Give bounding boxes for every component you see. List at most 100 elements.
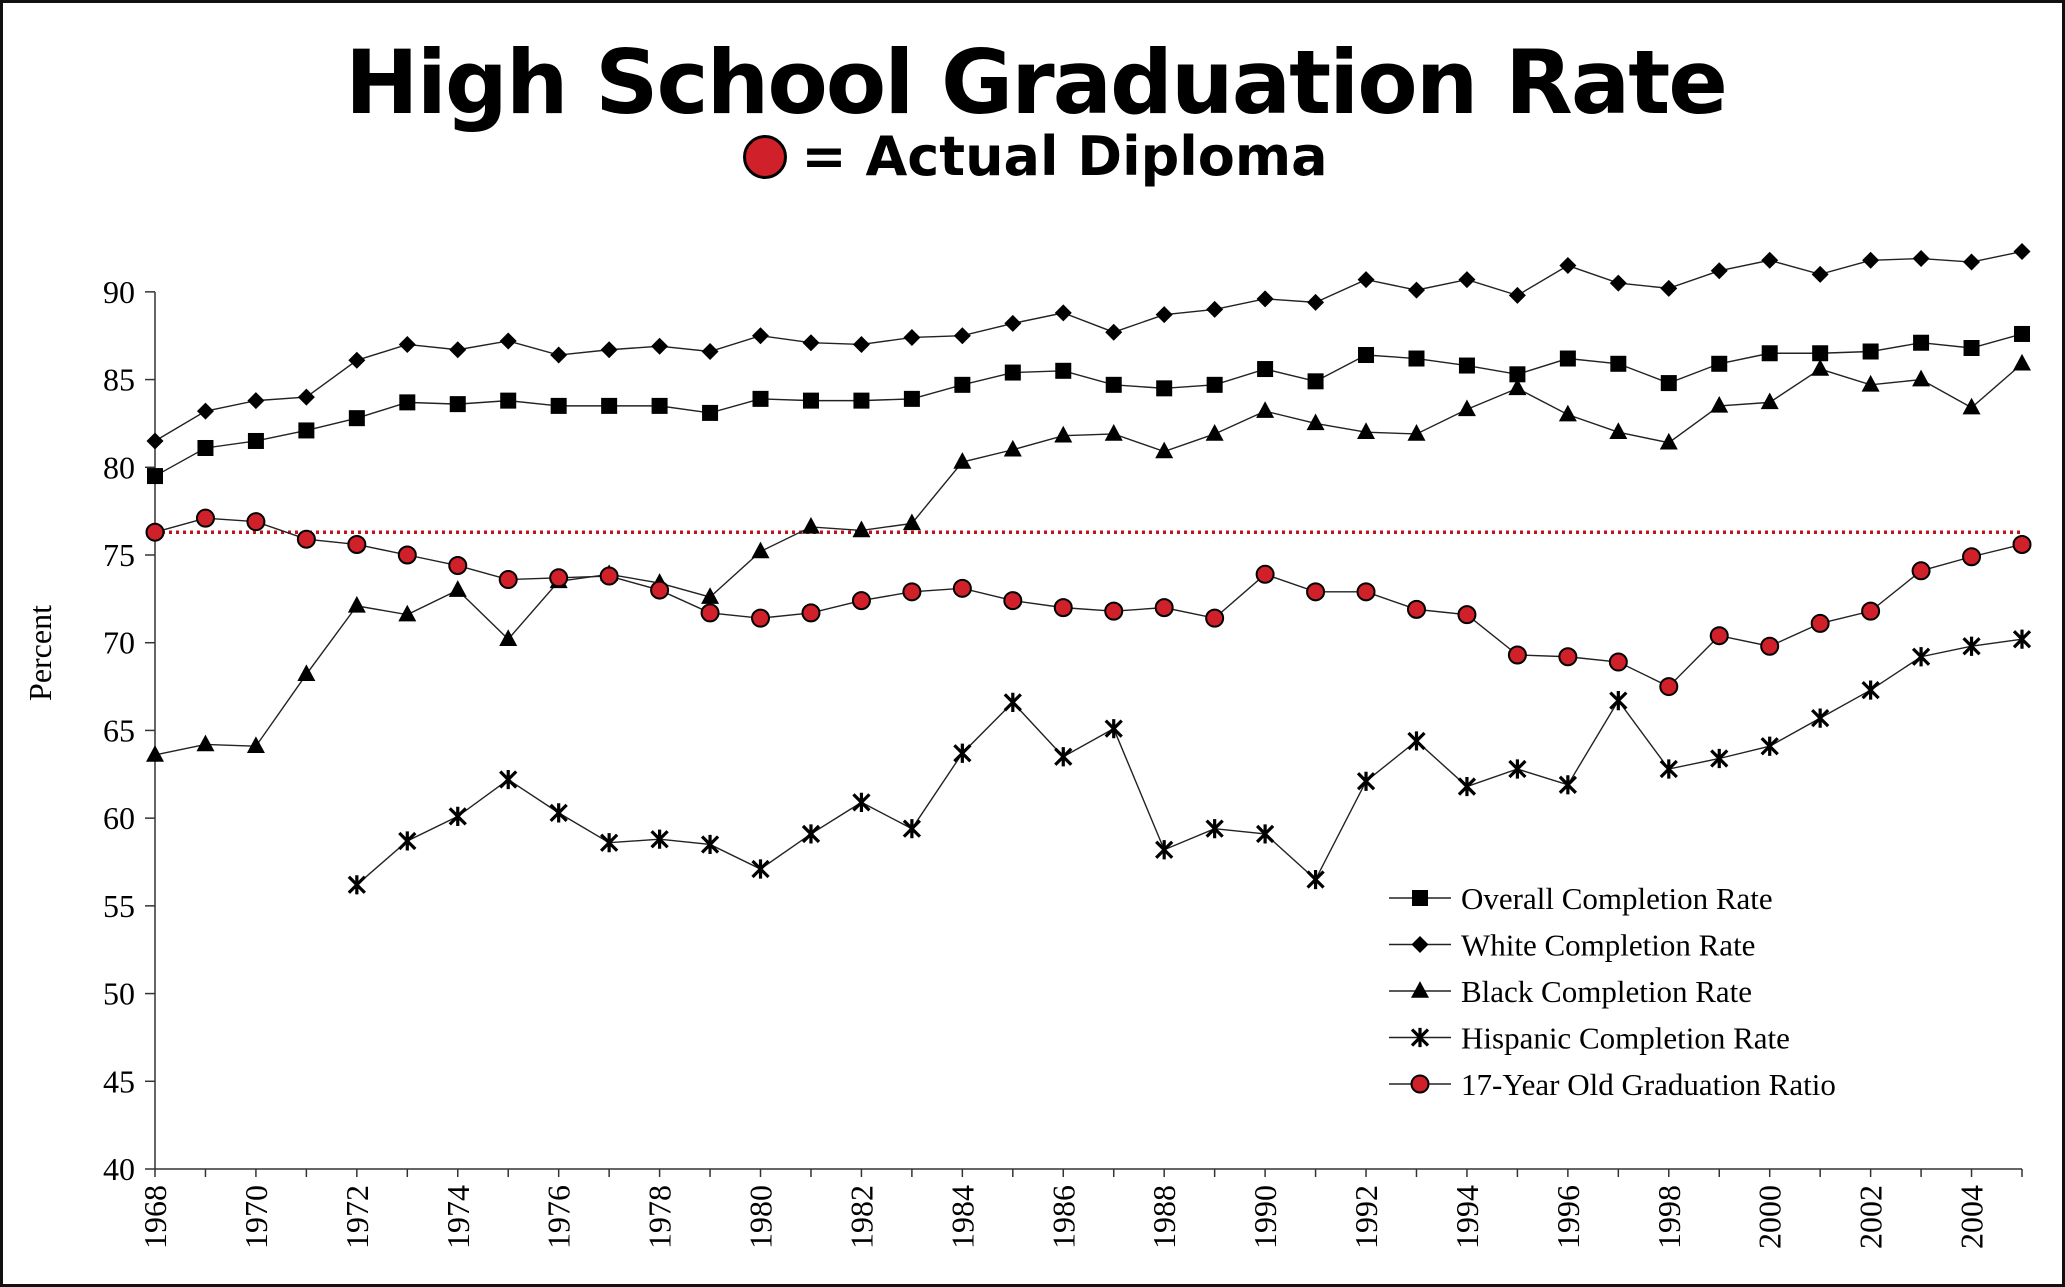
- diamond-marker: [651, 337, 669, 355]
- star-marker: [700, 834, 720, 855]
- square-marker: [1458, 357, 1475, 374]
- square-marker: [1105, 376, 1122, 393]
- square-marker: [752, 390, 769, 407]
- triangle-marker: [2013, 353, 2031, 371]
- circle-marker: [1659, 677, 1679, 697]
- diamond-marker: [1811, 265, 1829, 283]
- triangle-marker: [1003, 439, 1022, 457]
- square-marker: [1358, 347, 1375, 364]
- x-tick-label: 1998: [1651, 1185, 1687, 1249]
- triangle-marker: [801, 517, 820, 534]
- square-marker: [1055, 362, 1072, 379]
- diamond-marker: [1105, 323, 1123, 341]
- star-marker: [549, 803, 568, 823]
- triangle-marker: [701, 587, 720, 604]
- star-marker: [953, 743, 972, 763]
- x-tick-label: 1968: [137, 1185, 173, 1249]
- series-hispanic: [347, 629, 2032, 895]
- x-tick-label: 1982: [843, 1185, 879, 1249]
- circle-marker: [549, 568, 569, 588]
- chart-title: High School Graduation Rate: [345, 31, 1728, 134]
- circle-marker: [347, 534, 367, 554]
- square-marker: [601, 397, 618, 414]
- star-marker: [1255, 824, 1275, 844]
- triangle-marker: [953, 452, 972, 469]
- triangle-marker: [1357, 422, 1376, 439]
- star-marker: [852, 792, 871, 812]
- diamond-marker: [247, 392, 265, 410]
- y-tick-label: 90: [103, 274, 135, 310]
- series-group: [145, 243, 2032, 895]
- x-tick-label: 1974: [440, 1185, 476, 1249]
- star-marker: [448, 806, 467, 826]
- triangle-marker: [1962, 397, 1981, 415]
- circle-marker: [1053, 598, 1073, 618]
- star-marker: [1205, 819, 1224, 839]
- triangle-marker: [852, 520, 871, 538]
- diamond-marker: [1912, 250, 1930, 268]
- diamond-marker: [1054, 304, 1072, 322]
- x-tick-label: 1972: [339, 1185, 375, 1249]
- circle-marker: [1356, 582, 1376, 602]
- square-marker: [1004, 364, 1021, 381]
- triangle-marker: [1205, 424, 1224, 441]
- diamond-marker: [1307, 293, 1325, 311]
- circle-marker: [801, 603, 821, 623]
- chart-subtitle: = Actual Diploma: [3, 125, 2065, 188]
- diamond-marker: [1609, 274, 1627, 292]
- legend-item: Overall Completion Rate: [1389, 881, 1773, 916]
- circle-marker: [296, 529, 316, 549]
- diamond-marker: [1206, 300, 1224, 318]
- circle-marker: [1608, 652, 1628, 672]
- diamond-marker: [1559, 257, 1577, 275]
- x-tick-label: 1996: [1550, 1185, 1586, 1249]
- circle-marker: [902, 582, 922, 602]
- star-marker: [1659, 759, 1678, 779]
- diamond-marker: [953, 327, 971, 345]
- x-tick-label: 1988: [1146, 1185, 1182, 1249]
- triangle-marker: [1104, 424, 1123, 441]
- x-tick-label: 1984: [944, 1185, 980, 1249]
- y-axis-label: Percent: [22, 605, 58, 701]
- series-overall: [147, 325, 2030, 485]
- triangle-marker: [1054, 425, 1073, 443]
- triangle-marker: [1457, 399, 1476, 417]
- diamond-marker: [1411, 936, 1429, 953]
- triangle-marker: [347, 595, 366, 613]
- diamond-marker: [449, 341, 467, 359]
- circle-marker: [145, 522, 165, 542]
- diamond-marker: [852, 335, 870, 353]
- triangle-marker: [196, 734, 215, 752]
- circle-marker: [1810, 613, 1830, 633]
- x-tick-label: 1976: [541, 1185, 577, 1249]
- legend-item: 17-Year Old Graduation Ratio: [1389, 1067, 1836, 1102]
- square-marker: [1711, 355, 1728, 372]
- triangle-marker: [902, 513, 921, 531]
- circle-marker: [1406, 599, 1426, 619]
- circle-marker: [952, 578, 972, 598]
- star-marker: [902, 819, 922, 839]
- square-marker: [1412, 890, 1428, 906]
- square-marker: [298, 422, 315, 439]
- star-marker: [600, 833, 619, 853]
- circle-marker: [1154, 598, 1174, 618]
- square-marker: [1812, 345, 1829, 362]
- series-line: [154, 333, 2023, 477]
- square-marker: [702, 404, 719, 421]
- square-marker: [1509, 366, 1526, 383]
- chart-legend: Overall Completion Rate White Completion …: [1389, 881, 1836, 1102]
- diamond-marker: [297, 388, 315, 406]
- x-tick-label: 1992: [1348, 1185, 1384, 1249]
- star-marker: [1861, 680, 1880, 700]
- y-tick-label: 50: [103, 976, 135, 1012]
- diamond-marker: [348, 351, 366, 369]
- x-tick-label: 1978: [642, 1185, 678, 1249]
- triangle-marker: [1609, 422, 1628, 439]
- star-marker: [1558, 775, 1577, 795]
- square-marker: [147, 468, 163, 485]
- square-marker: [853, 392, 870, 409]
- circle-marker: [650, 580, 670, 600]
- triangle-marker: [1306, 413, 1325, 431]
- y-tick-label: 55: [103, 888, 135, 924]
- star-marker: [2012, 629, 2032, 649]
